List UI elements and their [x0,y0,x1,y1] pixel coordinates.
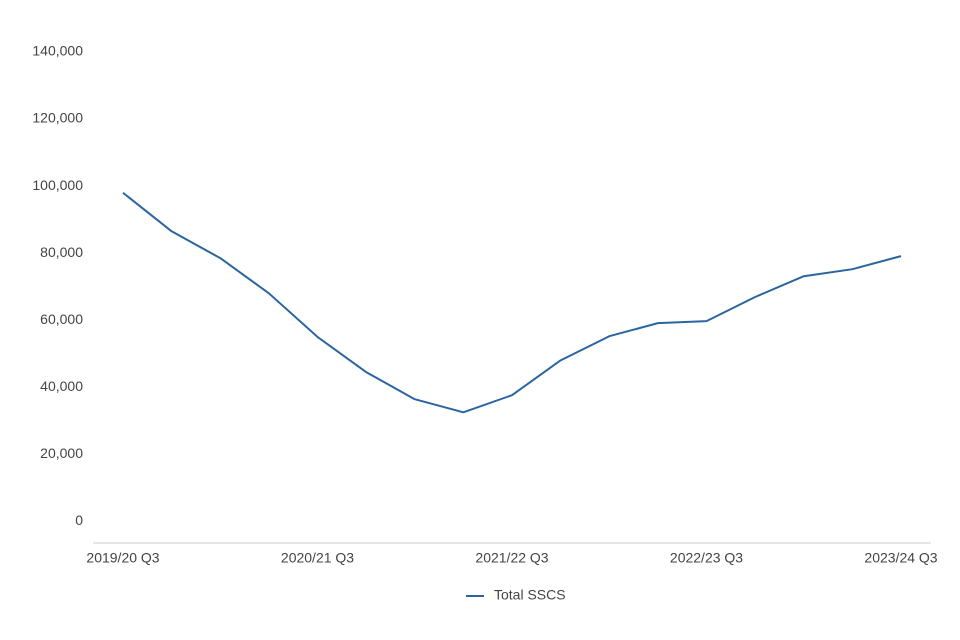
y-tick-label: 120,000 [32,110,83,126]
y-tick-label: 0 [75,512,83,528]
y-tick-label: 100,000 [32,177,83,193]
y-tick-label: 60,000 [40,311,83,327]
x-tick-label: 2021/22 Q3 [475,550,548,566]
y-tick-label: 80,000 [40,244,83,260]
legend-label: Total SSCS [494,587,566,603]
y-tick-label: 20,000 [40,445,83,461]
x-tick-label: 2020/21 Q3 [281,550,354,566]
x-tick-label: 2019/20 Q3 [86,550,159,566]
y-tick-label: 140,000 [32,43,83,59]
y-tick-label: 40,000 [40,378,83,394]
x-tick-label: 2022/23 Q3 [670,550,743,566]
series-line [122,191,902,414]
x-tick-label: 2023/24 Q3 [864,550,937,566]
